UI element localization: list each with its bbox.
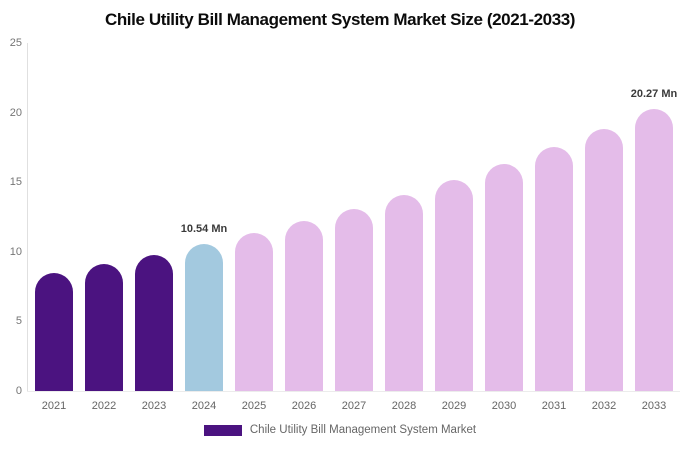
y-tick-label: 5 <box>15 315 22 328</box>
y-tick-label: 25 <box>9 37 22 49</box>
legend-label: Chile Utility Bill Management System Mar… <box>249 424 477 436</box>
bar-2030[interactable] <box>485 164 523 391</box>
bar-2032[interactable] <box>585 128 623 391</box>
bar-2025[interactable] <box>235 233 273 391</box>
x-tick-label-2024: 2024 <box>191 400 217 412</box>
x-tick-label-2027: 2027 <box>341 400 367 412</box>
legend-swatch-icon <box>203 424 242 436</box>
bar-2029[interactable] <box>435 179 473 391</box>
data-label-2033: 20.27 Mn <box>630 87 678 100</box>
x-tick-label-2031: 2031 <box>541 400 567 412</box>
legend: Chile Utility Bill Management System Mar… <box>0 424 680 436</box>
legend-item[interactable]: Chile Utility Bill Management System Mar… <box>203 424 477 436</box>
y-tick-label: 20 <box>9 106 22 119</box>
bar-2031[interactable] <box>535 146 573 391</box>
bar-2022[interactable] <box>85 264 123 391</box>
y-tick-label: 10 <box>9 245 22 258</box>
bar-2024[interactable] <box>185 244 223 391</box>
data-label-2024: 10.54 Mn <box>180 223 228 236</box>
x-tick-label-2022: 2022 <box>91 400 117 412</box>
bar-2026[interactable] <box>285 221 323 391</box>
bar-2028[interactable] <box>385 194 423 391</box>
chart-title: Chile Utility Bill Management System Mar… <box>104 10 576 29</box>
x-tick-label-2029: 2029 <box>441 400 467 412</box>
x-tick-label-2026: 2026 <box>291 400 317 412</box>
bar-2021[interactable] <box>35 273 73 391</box>
bar-2023[interactable] <box>135 254 173 391</box>
x-tick-label-2028: 2028 <box>391 400 417 412</box>
bar-2033[interactable] <box>635 108 673 391</box>
y-tick-label: 15 <box>9 176 22 189</box>
x-tick-label-2025: 2025 <box>241 400 267 412</box>
y-tick-label: 0 <box>15 385 22 397</box>
bar-2027[interactable] <box>335 208 373 391</box>
x-tick-label-2030: 2030 <box>491 400 517 412</box>
x-tick-label-2021: 2021 <box>41 400 67 412</box>
x-tick-label-2032: 2032 <box>591 400 617 412</box>
x-tick-label-2023: 2023 <box>141 400 167 412</box>
x-tick-label-2033: 2033 <box>641 400 667 412</box>
y-axis-line <box>27 43 28 391</box>
x-axis-line <box>27 391 680 392</box>
